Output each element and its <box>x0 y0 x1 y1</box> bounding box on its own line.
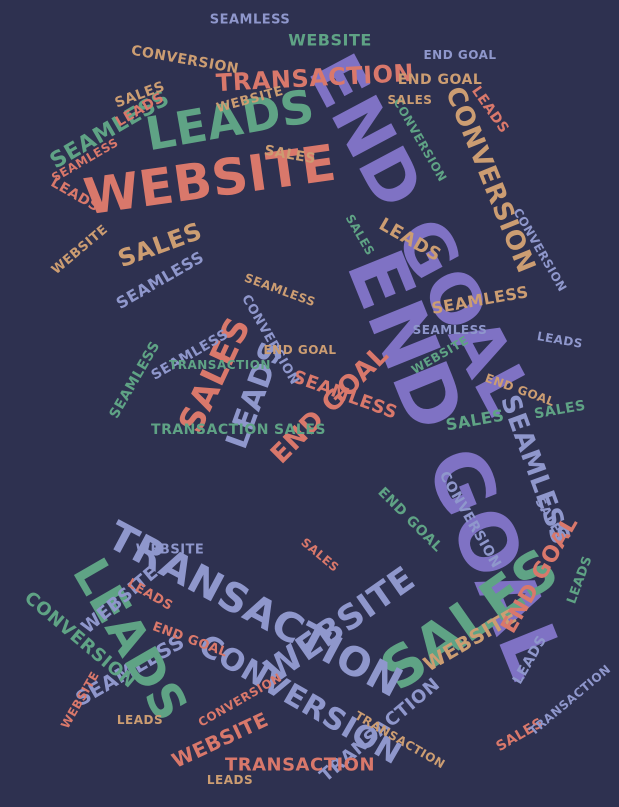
cloud-word-end-goal: END GOAL <box>263 343 336 357</box>
cloud-word-website: WEBSITE <box>288 31 372 50</box>
cloud-word-leads: LEADS <box>117 713 163 727</box>
cloud-word-end-goal: END GOAL <box>398 72 483 88</box>
cloud-word-sales: SALES <box>298 535 341 575</box>
cloud-word-leads: LEADS <box>536 329 584 351</box>
cloud-word-conversion: CONVERSION <box>130 43 240 78</box>
cloud-word-leads: LEADS <box>564 554 595 606</box>
cloud-word-sales: SALES <box>274 422 326 438</box>
cloud-word-sales: SALES <box>388 93 433 107</box>
cloud-word-website: WEBSITE <box>49 222 111 278</box>
cloud-word-transaction: TRANSACTION <box>169 358 271 372</box>
cloud-word-website: WEBSITE <box>136 543 205 558</box>
cloud-word-end-goal: END GOAL <box>423 48 496 62</box>
cloud-word-leads: LEADS <box>207 773 253 787</box>
cloud-word-seamless: SEAMLESS <box>413 323 488 337</box>
cloud-word-transaction: TRANSACTION <box>151 422 269 438</box>
cloud-word-transaction: TRANSACTION <box>225 755 375 776</box>
cloud-word-seamless: SEAMLESS <box>210 13 291 28</box>
